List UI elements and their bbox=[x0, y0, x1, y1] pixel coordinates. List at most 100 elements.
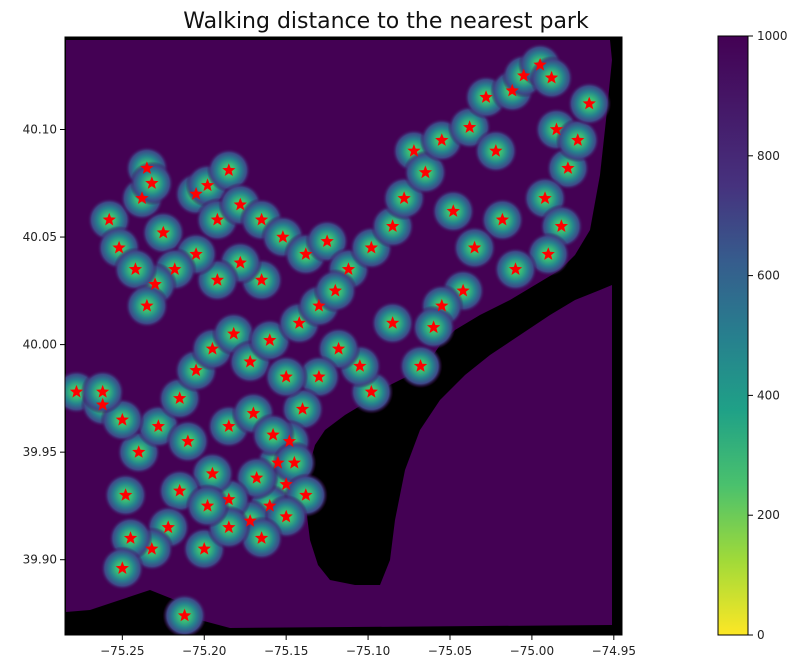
park-marker bbox=[582, 96, 596, 110]
park-marker bbox=[140, 161, 154, 174]
park-marker bbox=[397, 191, 411, 204]
park-marker bbox=[508, 262, 523, 275]
park-marker bbox=[222, 492, 236, 506]
park-marker bbox=[271, 455, 285, 469]
park-marker bbox=[266, 427, 280, 441]
y-tick-label: 39.95 bbox=[23, 445, 57, 459]
park-marker bbox=[320, 234, 334, 247]
park-marker bbox=[151, 419, 165, 432]
park-marker bbox=[227, 326, 241, 340]
x-tick-label: −75.10 bbox=[346, 644, 390, 658]
x-tick-label: −75.25 bbox=[100, 644, 144, 658]
park-marker bbox=[140, 298, 154, 312]
park-marker bbox=[132, 445, 146, 458]
park-marker bbox=[299, 247, 313, 260]
park-marker bbox=[418, 165, 433, 179]
park-marker bbox=[456, 283, 470, 297]
park-marker bbox=[263, 498, 277, 512]
park-marker bbox=[145, 176, 159, 189]
park-marker bbox=[222, 520, 236, 534]
park-marker bbox=[538, 191, 552, 204]
park-marker bbox=[505, 83, 519, 97]
park-marker bbox=[341, 262, 356, 275]
park-marker bbox=[544, 70, 559, 84]
park-marker bbox=[69, 384, 84, 398]
x-tick-label: −75.15 bbox=[264, 644, 308, 658]
park-marker bbox=[205, 341, 220, 355]
colorbar-tick-label: 600 bbox=[757, 269, 780, 283]
park-marker bbox=[200, 498, 215, 512]
park-marker bbox=[446, 204, 460, 217]
park-marker bbox=[222, 419, 236, 432]
park-marker bbox=[299, 488, 313, 501]
park-marker bbox=[173, 391, 187, 404]
park-marker bbox=[533, 58, 547, 71]
park-marker bbox=[233, 255, 247, 269]
park-marker bbox=[467, 240, 482, 254]
park-marker bbox=[571, 133, 585, 146]
y-tick-label: 39.90 bbox=[23, 553, 57, 567]
park-marker bbox=[197, 542, 211, 555]
y-tick-label: 40.00 bbox=[23, 338, 57, 352]
y-tick-label: 40.05 bbox=[23, 230, 57, 244]
park-marker bbox=[254, 273, 269, 286]
park-marker bbox=[407, 144, 421, 157]
park-marker bbox=[364, 384, 378, 398]
park-marker bbox=[189, 247, 203, 260]
colorbar: 0 200 400 600 800 1000 bbox=[717, 29, 788, 642]
park-marker bbox=[386, 316, 400, 329]
x-tick-label: −75.20 bbox=[182, 644, 226, 658]
park-marker bbox=[517, 68, 531, 82]
park-marker bbox=[561, 161, 575, 174]
park-marker bbox=[168, 262, 182, 275]
park-marker bbox=[233, 197, 247, 211]
park-marker bbox=[200, 178, 215, 192]
park-marker bbox=[331, 341, 346, 355]
colorbar-tick-label: 800 bbox=[757, 149, 780, 163]
park-marker bbox=[148, 277, 162, 290]
park-marker bbox=[287, 455, 301, 469]
park-marker bbox=[541, 247, 555, 260]
park-marker bbox=[495, 212, 510, 226]
park-marker bbox=[279, 369, 293, 383]
colorbar-tick-label: 200 bbox=[757, 508, 780, 522]
park-marker bbox=[96, 397, 110, 411]
x-tick-label: −74.95 bbox=[592, 644, 636, 658]
park-marker bbox=[295, 402, 310, 415]
park-marker bbox=[292, 316, 306, 329]
park-marker bbox=[479, 90, 493, 103]
park-marker bbox=[210, 273, 224, 286]
park-marker bbox=[128, 262, 143, 275]
park-marker bbox=[463, 120, 477, 133]
park-marker bbox=[250, 471, 264, 484]
park-marker bbox=[312, 369, 326, 383]
park-markers bbox=[69, 58, 596, 622]
park-marker bbox=[177, 608, 192, 622]
park-marker bbox=[243, 514, 257, 527]
park-marker bbox=[282, 434, 297, 448]
park-marker bbox=[364, 240, 378, 254]
chart-title: Walking distance to the nearest park bbox=[183, 9, 589, 34]
park-marker bbox=[222, 163, 236, 176]
park-marker bbox=[156, 225, 170, 239]
park-marker bbox=[254, 212, 269, 226]
x-axis: −75.25 −75.20 −75.15 −75.10 −75.05 −75.00 −74.… bbox=[100, 635, 636, 658]
y-tick-label: 40.10 bbox=[23, 122, 57, 136]
colorbar-gradient bbox=[717, 35, 749, 636]
park-marker bbox=[115, 412, 129, 426]
park-marker bbox=[435, 133, 449, 146]
park-marker bbox=[135, 191, 149, 204]
plot-frame bbox=[64, 36, 623, 636]
y-axis: 39.90 39.95 40.00 40.05 40.10 bbox=[23, 122, 65, 567]
park-marker bbox=[243, 354, 257, 368]
park-marker bbox=[426, 320, 441, 334]
park-marker bbox=[102, 212, 116, 226]
park-marker bbox=[254, 531, 269, 544]
park-marker bbox=[312, 298, 326, 312]
park-marker bbox=[115, 561, 129, 574]
park-marker bbox=[386, 219, 400, 232]
park-marker bbox=[263, 333, 277, 346]
x-tick-label: −75.05 bbox=[428, 644, 472, 658]
colorbar-tick-label: 400 bbox=[757, 388, 780, 402]
